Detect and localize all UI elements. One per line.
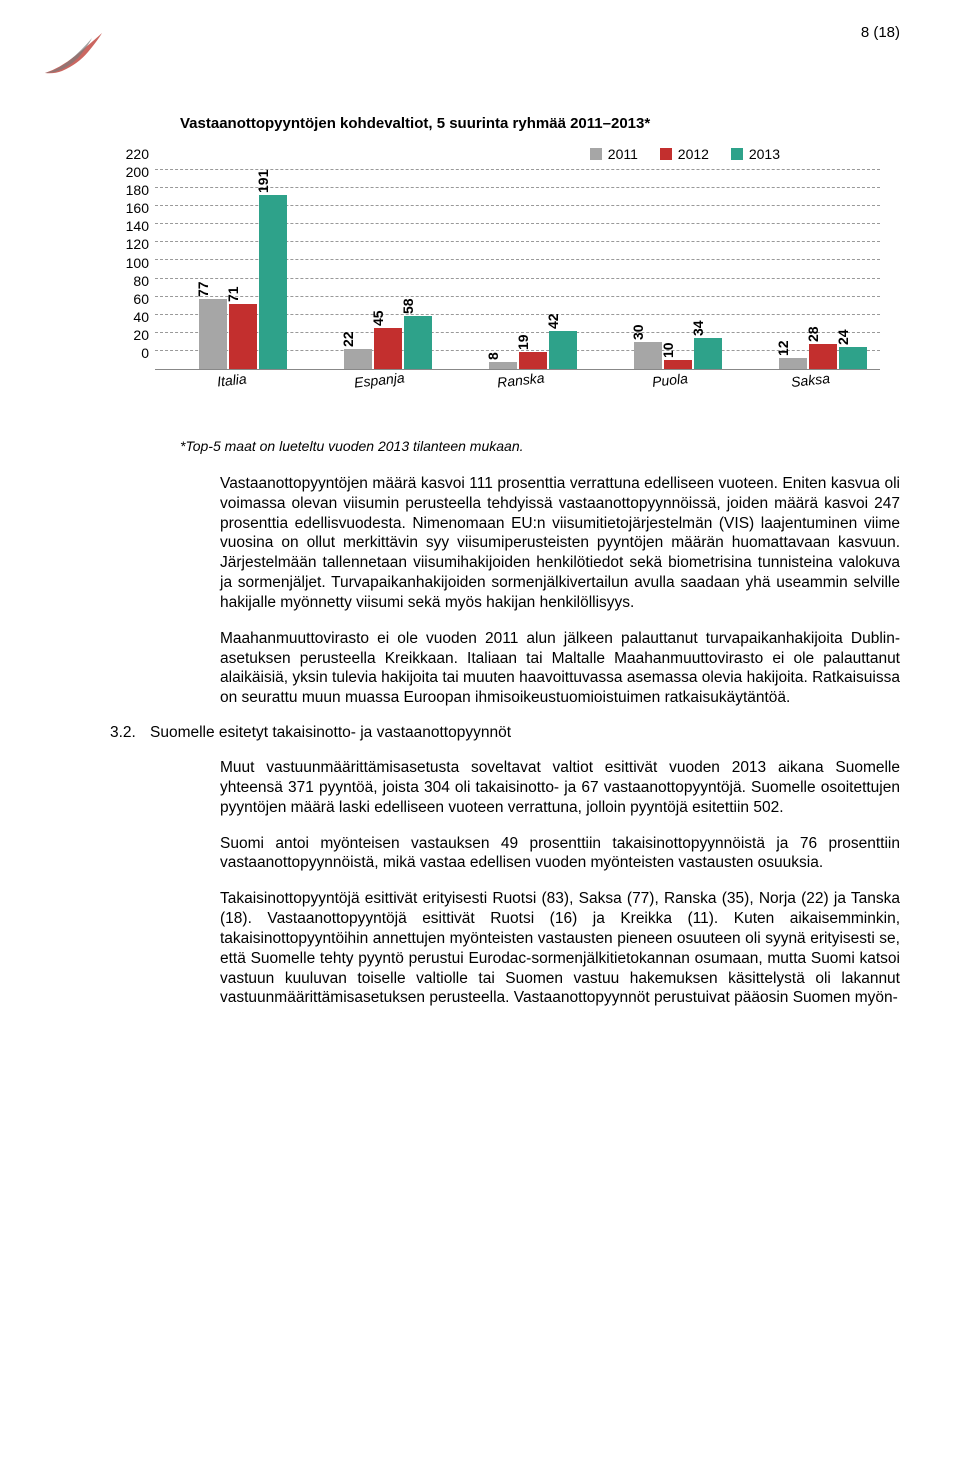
- bar-value-label: 77: [195, 281, 211, 297]
- x-tick-label: Saksa: [790, 370, 830, 390]
- logo-wing-icon: [40, 28, 110, 78]
- legend-item: 2012: [660, 146, 709, 162]
- legend-label: 2011: [608, 146, 638, 162]
- bar: 10: [664, 360, 692, 369]
- y-tick-label: 60: [113, 291, 149, 307]
- bar: 22: [344, 349, 372, 369]
- y-tick-label: 100: [113, 255, 149, 271]
- bar: 34: [694, 338, 722, 369]
- y-tick-label: 200: [113, 164, 149, 180]
- bar-chart: 2011 2012 2013 0204060801001201401601802…: [110, 150, 900, 430]
- paragraph: Takaisinottopyyntöjä esittivät erityises…: [220, 889, 900, 1008]
- bar: 77: [199, 299, 227, 369]
- bar-group: 7771191: [199, 195, 287, 369]
- x-axis-labels: Italia Espanja Ranska Puola Saksa: [155, 372, 880, 402]
- legend-label: 2012: [678, 146, 709, 162]
- bar: 71: [229, 304, 257, 369]
- bar: 19: [519, 352, 547, 369]
- legend-item: 2011: [590, 146, 638, 162]
- paragraph: Muut vastuunmäärittämisasetusta soveltav…: [220, 758, 900, 817]
- plot-area: 0204060801001201401601802002207771191224…: [155, 170, 880, 370]
- y-tick-label: 0: [113, 345, 149, 361]
- y-tick-label: 40: [113, 309, 149, 325]
- bar-value-label: 8: [485, 352, 501, 360]
- legend-item: 2013: [731, 146, 780, 162]
- bar-value-label: 42: [545, 313, 561, 329]
- bar-group: 122824: [779, 344, 867, 369]
- bar-value-label: 19: [515, 334, 531, 350]
- bar: 24: [839, 347, 867, 369]
- bar-value-label: 22: [340, 331, 356, 347]
- legend-label: 2013: [749, 146, 780, 162]
- y-tick-label: 80: [113, 273, 149, 289]
- bar-value-label: 10: [660, 342, 676, 358]
- page-content: Vastaanottopyyntöjen kohdevaltiot, 5 suu…: [110, 115, 900, 1024]
- bar: 191: [259, 195, 287, 369]
- bar-value-label: 58: [400, 299, 416, 315]
- y-tick-label: 120: [113, 236, 149, 252]
- section-number: 3.2.: [110, 724, 150, 742]
- x-tick-label: Espanja: [353, 369, 405, 390]
- x-tick-label: Puola: [651, 370, 688, 390]
- paragraph: Maahanmuuttovirasto ei ole vuoden 2011 a…: [220, 629, 900, 708]
- x-tick-label: Italia: [216, 370, 247, 389]
- bar: 58: [404, 316, 432, 369]
- bar-value-label: 191: [255, 170, 271, 193]
- bar: 28: [809, 344, 837, 369]
- bar: 45: [374, 328, 402, 369]
- chart-title: Vastaanottopyyntöjen kohdevaltiot, 5 suu…: [180, 115, 900, 132]
- legend-swatch-2013: [731, 148, 743, 160]
- bar-group: 81942: [489, 331, 577, 369]
- paragraph: Vastaanottopyyntöjen määrä kasvoi 111 pr…: [220, 474, 900, 613]
- y-tick-label: 140: [113, 218, 149, 234]
- bar-value-label: 24: [835, 330, 851, 346]
- y-tick-label: 20: [113, 327, 149, 343]
- legend-swatch-2011: [590, 148, 602, 160]
- bar: 8: [489, 362, 517, 369]
- bar-value-label: 30: [630, 324, 646, 340]
- legend-swatch-2012: [660, 148, 672, 160]
- chart-footnote: *Top-5 maat on lueteltu vuoden 2013 tila…: [180, 438, 900, 454]
- y-tick-label: 160: [113, 200, 149, 216]
- bar: 30: [634, 342, 662, 369]
- y-tick-label: 220: [113, 146, 149, 162]
- y-tick-label: 180: [113, 182, 149, 198]
- bar: 12: [779, 358, 807, 369]
- bar-value-label: 71: [225, 287, 241, 303]
- page-number: 8 (18): [861, 24, 900, 41]
- bar-value-label: 34: [690, 321, 706, 337]
- section-heading: 3.2.Suomelle esitetyt takaisinotto- ja v…: [110, 724, 900, 742]
- chart-legend: 2011 2012 2013: [572, 146, 780, 163]
- bar: 42: [549, 331, 577, 369]
- bar-value-label: 45: [370, 311, 386, 327]
- section-title: Suomelle esitetyt takaisinotto- ja vasta…: [150, 724, 511, 741]
- bar-group: 224558: [344, 316, 432, 369]
- bar-value-label: 28: [805, 326, 821, 342]
- bar-group: 301034: [634, 338, 722, 369]
- bar-value-label: 12: [775, 341, 791, 357]
- x-tick-label: Ranska: [496, 370, 545, 391]
- paragraph: Suomi antoi myönteisen vastauksen 49 pro…: [220, 834, 900, 874]
